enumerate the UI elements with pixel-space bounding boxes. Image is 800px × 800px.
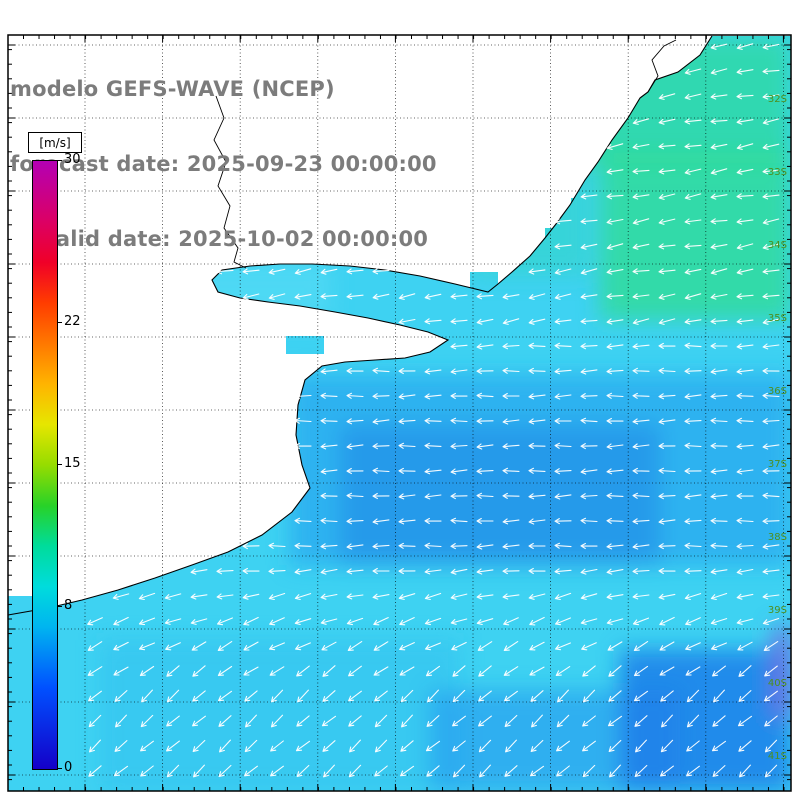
lat-label: 36S [768,386,787,397]
title-valid-date: valid date: 2025-10-02 00:00:00 [42,227,429,251]
lat-label: 34S [768,240,787,251]
lat-label: 37S [768,459,787,470]
grid-lines [8,35,791,791]
map-frame [7,34,792,792]
lat-label: 35S [768,313,787,324]
lat-label: 40S [768,678,787,689]
lat-label: 39S [768,605,787,616]
title-model: modelo GEFS-WAVE (NCEP) [10,77,335,101]
frame-ticks [8,35,791,791]
lat-label: 38S [768,532,787,543]
lat-label: 32S [768,94,787,105]
coastal-grid-cell [470,272,498,294]
wind-direction-arrows [87,43,780,778]
coastal-grid-cell [286,336,324,354]
latitude-labels: 32S 33S 34S 35S 36S 37S 38S 39S 40S 41S [768,94,787,762]
map-titles: modelo GEFS-WAVE (NCEP) forecast date: 2… [10,27,437,302]
speed-field-layer [100,36,791,791]
coastal-grid-cell [8,596,38,622]
lat-label: 33S [768,167,787,178]
title-forecast-date: forecast date: 2025-09-23 00:00:00 [10,152,437,176]
lat-label: 41S [768,751,787,762]
coastline [7,35,713,616]
